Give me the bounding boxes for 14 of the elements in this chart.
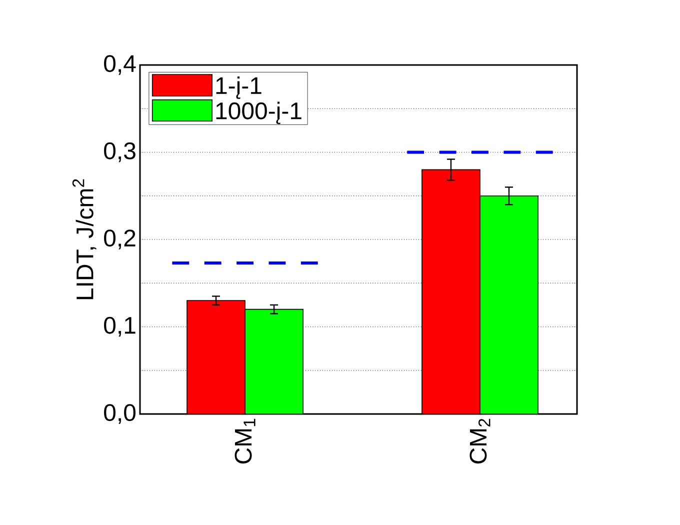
bar <box>422 169 480 414</box>
y-tick-label: 0,3 <box>104 142 136 162</box>
y-tick-label: 0,2 <box>104 230 136 250</box>
legend-label: 1-į-1 <box>216 76 262 99</box>
bar <box>244 308 304 414</box>
y-tick-label: 0,1 <box>104 316 136 337</box>
x-tick-label: CM$_{2}$ <box>470 418 490 464</box>
legend-label: 1000-į-1 <box>216 102 302 124</box>
x-tick-label: CM$_{1}$ <box>234 418 256 464</box>
y-axis-title: LIDT, J/cm$^{2}$ <box>72 179 96 300</box>
bar <box>186 300 246 414</box>
y-tick-label: 0,4 <box>104 55 136 75</box>
bar <box>480 195 538 414</box>
y-tick-label: 0,0 <box>104 404 136 424</box>
